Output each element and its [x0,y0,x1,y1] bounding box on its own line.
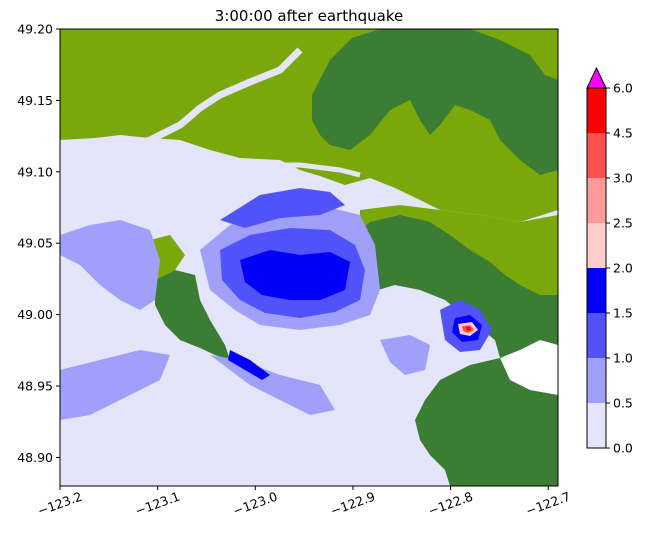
colorbar-segment [587,403,606,448]
colorbar-segment [587,313,606,358]
y-tick-label: 49.00 [17,307,53,322]
x-tick-label: −123.2 [36,489,85,519]
fraser-river-south [60,162,361,208]
colorbar-segment [587,88,606,133]
flood-05-west [60,220,160,310]
land-white-rock [500,340,558,395]
colorbar-tick-label: 4.5 [613,126,633,141]
flood-10-north [220,188,345,228]
colorbar-tick-label: 3.0 [613,171,633,186]
axes-frame [59,28,559,487]
y-tick-label: 49.20 [17,22,53,37]
x-tick-label: −122.8 [426,489,475,519]
colorbar-tick-label: 1.5 [613,306,633,321]
colorbar-segment [587,268,606,313]
y-tick-label: 49.10 [17,164,53,179]
land-hills-north [312,29,558,175]
y-tick-label: 49.05 [17,236,53,251]
colorbar-tick-label: 2.0 [613,261,633,276]
x-tick-label: −122.9 [328,489,377,519]
colorbar-extend-arrow [586,66,607,89]
x-axis: −123.2 −123.1 −123.0 −122.9 −122.8 −122.7 [36,486,573,519]
inundation-map [60,29,558,486]
colorbar-tick-label: 0.0 [613,441,633,456]
x-tick-label: −123.1 [133,489,182,519]
colorbar-segment [587,223,606,268]
colorbar-segment [587,133,606,178]
land-point-roberts [155,270,230,360]
y-tick-label: 49.15 [17,93,53,108]
x-tick-label: −123.0 [231,489,280,519]
colorbar-segment [587,178,606,223]
y-tick-label: 48.90 [17,450,53,465]
flood-05-south [60,350,170,420]
y-axis: 49.20 49.15 49.10 49.05 49.00 48.95 48.90 [17,22,60,465]
colorbar-tick-label: 2.5 [613,216,633,231]
land-hills-east [350,215,558,486]
colorbar-tick-label: 6.0 [613,81,633,96]
colorbar-tick-label: 0.5 [613,396,633,411]
colorbar-segment [587,358,606,403]
colorbar: 0.0 0.5 1.0 1.5 2.0 2.5 3.0 4.5 6.0 [586,66,633,456]
x-tick-label: −122.7 [524,489,573,519]
fraser-river [60,47,303,174]
flood-15-central [240,250,350,300]
flood-boundary-bay [380,335,430,375]
plot-title: 3:00:00 after earthquake [214,7,404,25]
y-tick-label: 48.95 [17,379,53,394]
flood-05-lagoon [210,355,335,415]
colorbar-tick-label: 1.0 [613,351,633,366]
flood-15-channel [228,350,270,380]
flood-semiahmoo-45 [466,327,471,331]
